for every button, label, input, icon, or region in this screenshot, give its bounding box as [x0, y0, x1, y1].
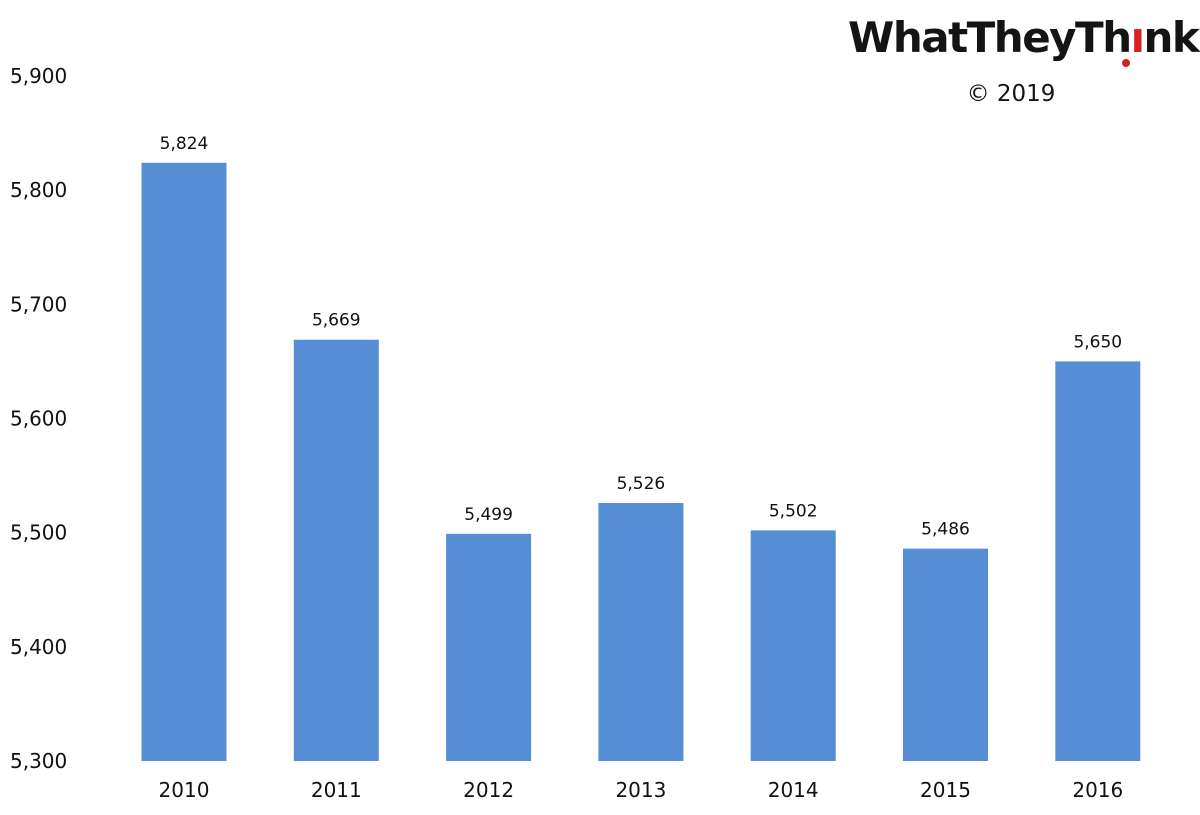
data-label-2012: 5,499 — [464, 505, 513, 525]
bars — [141, 162, 1141, 761]
data-label-2010: 5,824 — [160, 134, 209, 154]
y-tick-label: 5,800 — [10, 178, 67, 202]
logo-i-dot — [1122, 59, 1130, 67]
data-label-2013: 5,526 — [617, 474, 666, 494]
logo-text-after: nk — [1144, 13, 1200, 62]
x-tick-label: 2015 — [920, 778, 971, 802]
x-axis: 2010 2011 2012 2013 2014 2015 2016 — [159, 778, 1124, 802]
data-labels: 5,824 5,669 5,499 5,526 5,502 5,486 5,650 — [160, 134, 1122, 540]
bar-2013 — [598, 502, 684, 761]
bar-2012 — [446, 533, 532, 761]
bar-2016 — [1055, 361, 1141, 761]
logo-text-before: WhatTheyTh — [848, 13, 1131, 62]
y-tick-label: 5,500 — [10, 521, 67, 545]
data-label-2011: 5,669 — [312, 311, 361, 331]
brand-logo: WhatTheyThınk © 2019 — [848, 13, 1200, 107]
data-label-2014: 5,502 — [769, 501, 818, 521]
y-axis: 5,300 5,400 5,500 5,600 5,700 5,800 5,900 — [10, 64, 67, 773]
svg-text:WhatTheyThınk: WhatTheyThınk — [848, 13, 1200, 62]
data-label-2016: 5,650 — [1073, 332, 1122, 352]
y-tick-label: 5,700 — [10, 292, 67, 316]
bar-2014 — [750, 530, 836, 761]
bar-2011 — [293, 339, 379, 761]
x-tick-label: 2011 — [311, 778, 362, 802]
x-tick-label: 2014 — [768, 778, 819, 802]
y-tick-label: 5,600 — [10, 407, 67, 431]
logo-i-stem: ı — [1131, 13, 1144, 62]
bar-2010 — [141, 162, 227, 761]
x-tick-label: 2012 — [463, 778, 514, 802]
data-label-2015: 5,486 — [921, 520, 970, 540]
x-tick-label: 2016 — [1072, 778, 1123, 802]
y-tick-label: 5,300 — [10, 749, 67, 773]
bar-2015 — [903, 548, 988, 761]
x-tick-label: 2010 — [159, 778, 210, 802]
y-tick-label: 5,400 — [10, 635, 67, 659]
x-tick-label: 2013 — [615, 778, 666, 802]
y-tick-label: 5,900 — [10, 64, 67, 88]
copyright-text: © 2019 — [967, 81, 1056, 107]
